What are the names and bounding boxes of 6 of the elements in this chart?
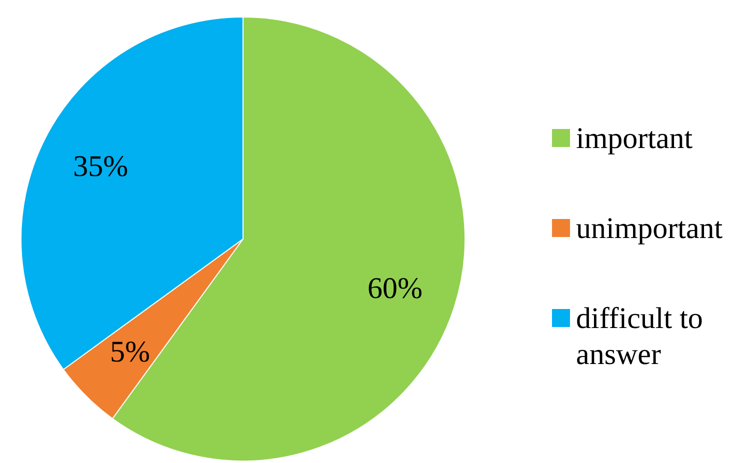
data-label: 35% [73, 150, 128, 183]
data-label: 5% [110, 336, 150, 369]
data-label: 60% [368, 272, 423, 305]
legend-label: difficult to answer [576, 302, 703, 370]
legend-label: unimportant [576, 212, 724, 244]
legend-label: important [576, 122, 694, 154]
